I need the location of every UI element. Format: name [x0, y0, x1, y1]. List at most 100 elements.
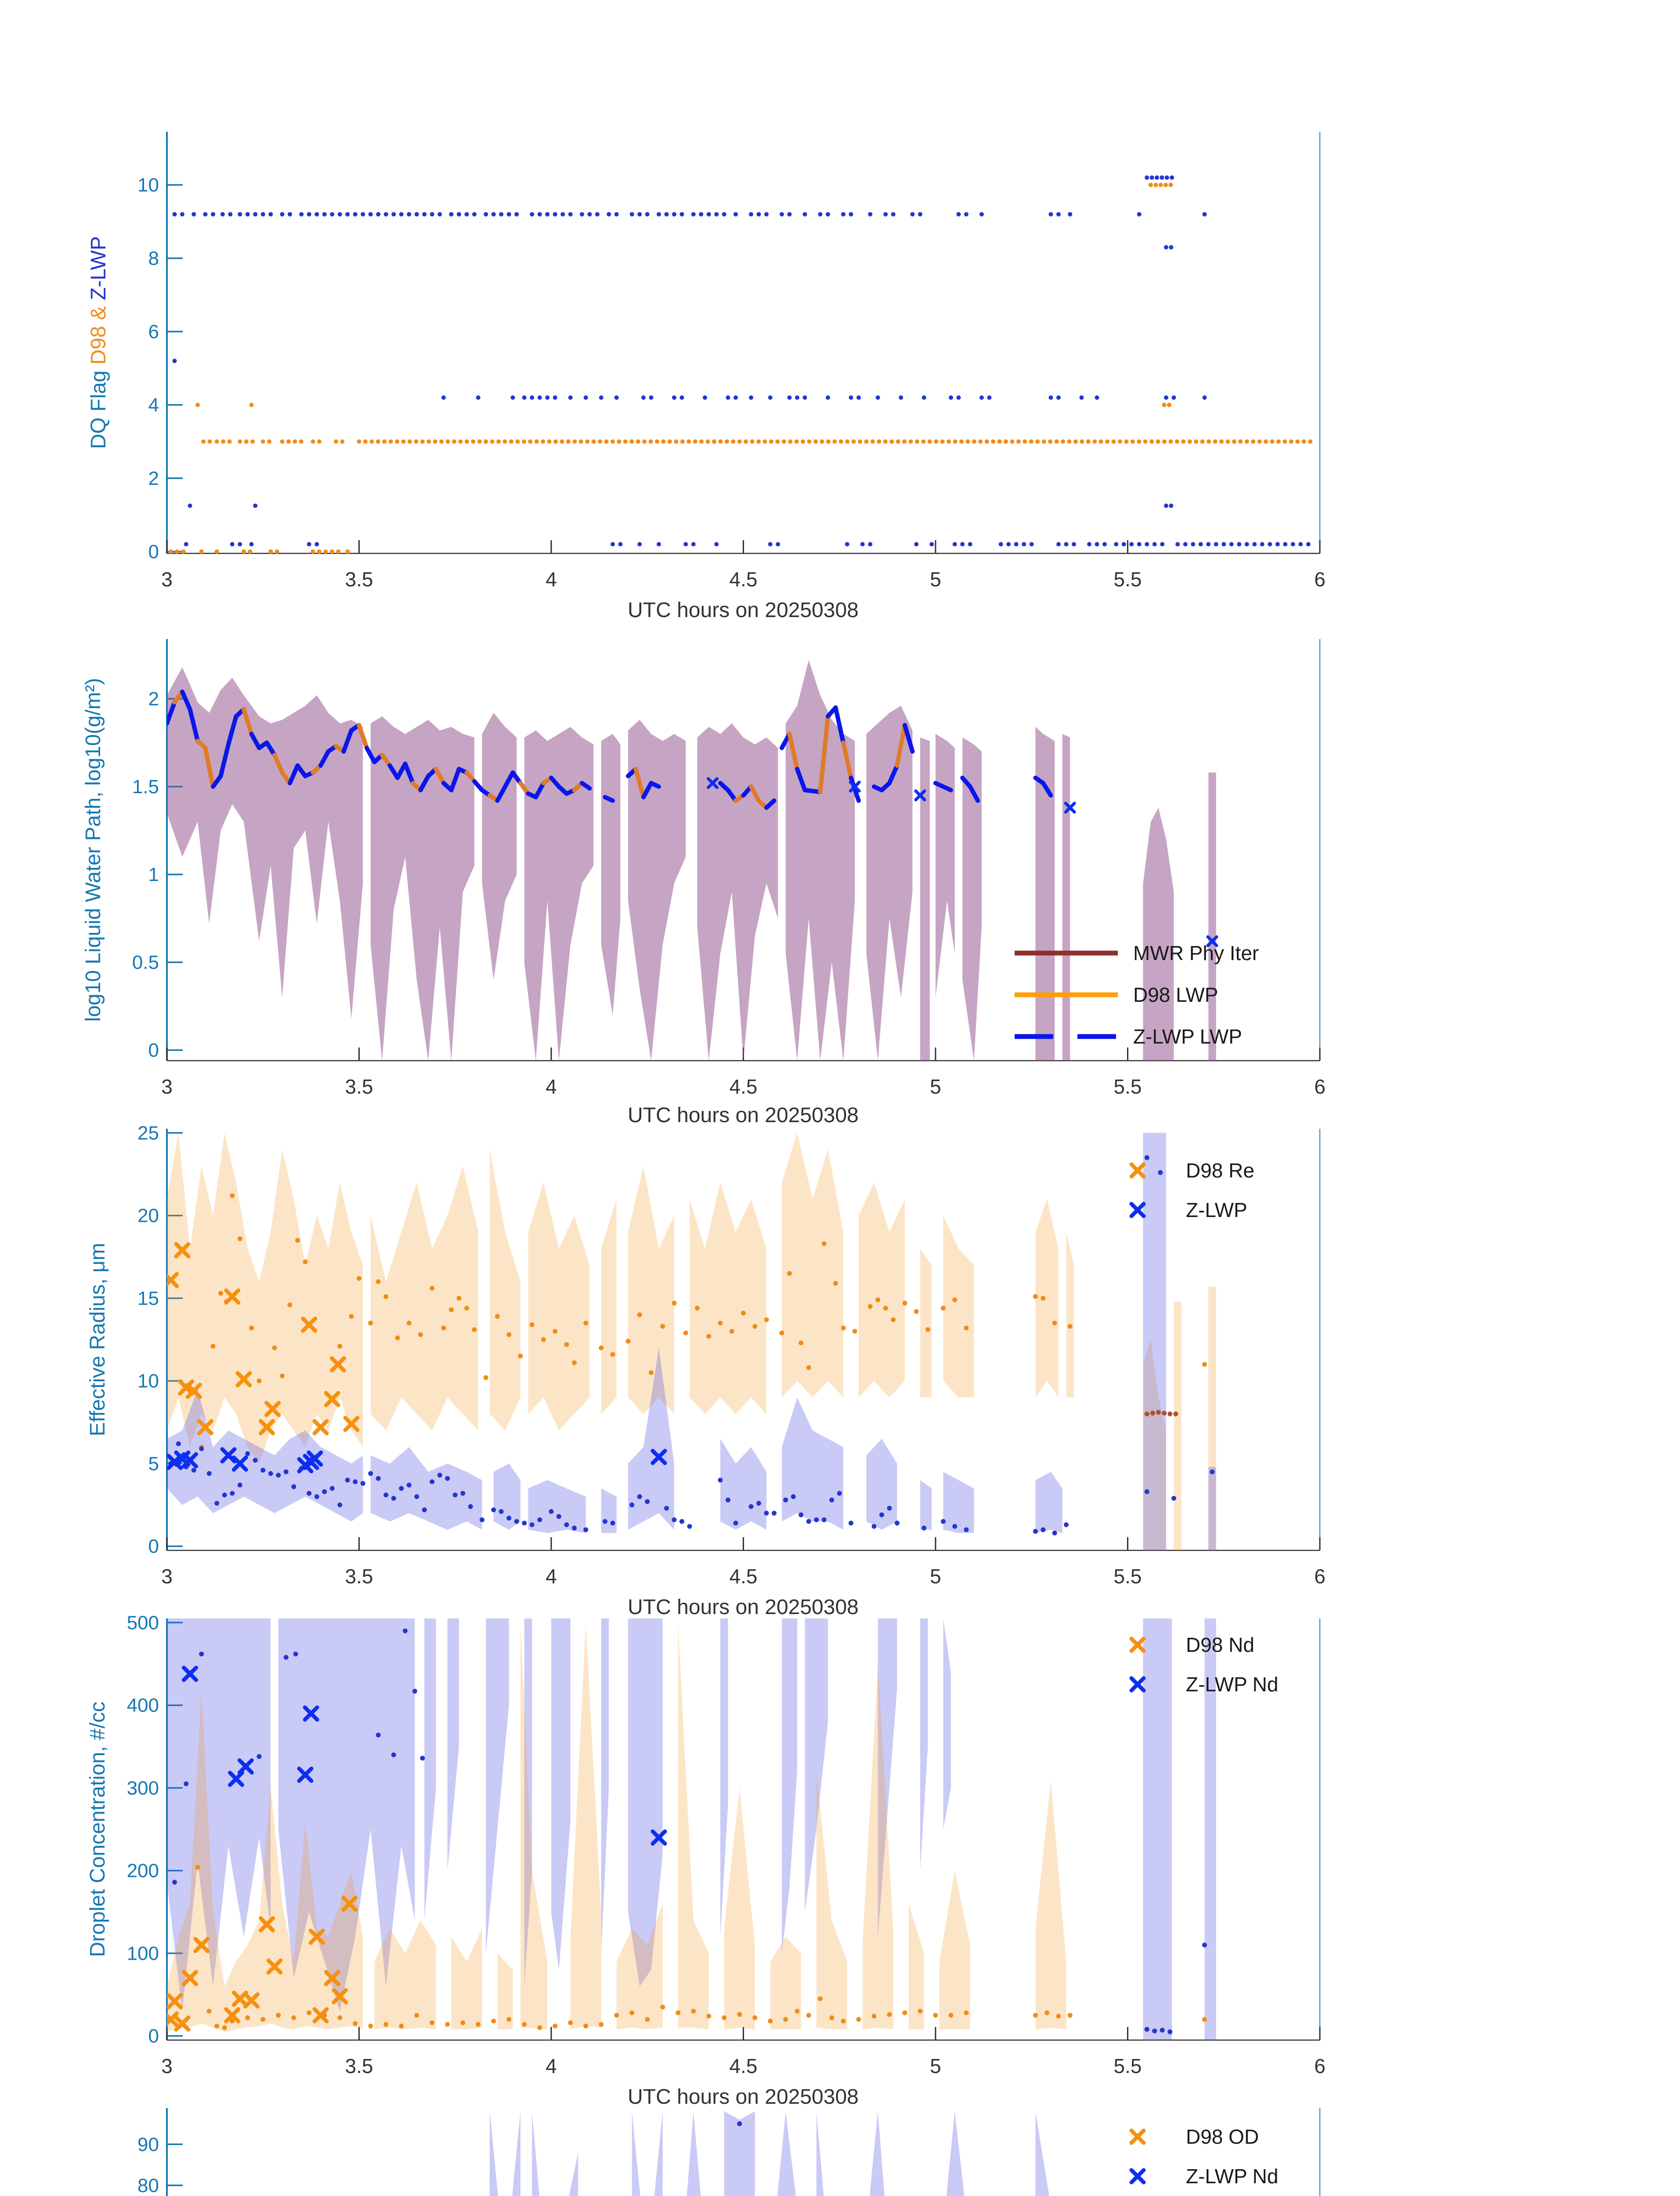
- data-dot: [1064, 1522, 1069, 1528]
- flag-dot: [749, 212, 753, 217]
- data-dot: [1160, 2027, 1165, 2033]
- flag-dot: [211, 212, 215, 217]
- data-dot: [222, 1492, 227, 1498]
- data-dot: [645, 1499, 650, 1504]
- data-dot: [437, 1473, 442, 1478]
- x-marker: [332, 1988, 348, 2005]
- data-dot: [495, 1314, 500, 1319]
- uncertainty-band: [524, 1618, 532, 1987]
- flag-dot: [1289, 439, 1293, 444]
- x-marker: [167, 1993, 183, 2010]
- data-dot: [249, 402, 254, 407]
- flag-dot: [664, 212, 669, 217]
- x-marker: [1129, 1202, 1146, 1218]
- flag-dot: [667, 439, 672, 444]
- lwp-line: [357, 723, 369, 750]
- uncertainty-band: [943, 1472, 974, 1533]
- flag-dot: [268, 212, 273, 217]
- flag-dot: [899, 395, 903, 400]
- y-tick-label: 100: [127, 1943, 159, 1964]
- flag-dot: [1079, 395, 1084, 400]
- flag-dot: [877, 439, 882, 444]
- data-dot: [818, 1996, 823, 2001]
- flag-dot: [376, 439, 380, 444]
- flag-dot: [509, 439, 513, 444]
- flag-dot: [1162, 439, 1167, 444]
- flag-dot: [426, 439, 431, 444]
- flag-dot: [618, 542, 623, 547]
- lwp-line: [180, 690, 192, 712]
- flag-dot: [203, 212, 208, 217]
- uncertainty-band: [1143, 1618, 1172, 2040]
- x-marker: [185, 1383, 202, 1399]
- flag-dot: [787, 212, 792, 217]
- uncertainty-band: [628, 1347, 674, 1530]
- flag-dot: [382, 439, 387, 444]
- uncertainty-band: [482, 713, 517, 980]
- uncertainty-band: [720, 1618, 728, 1937]
- flag-dot: [275, 549, 279, 554]
- data-dot: [941, 1305, 946, 1311]
- flag-dot: [858, 439, 863, 444]
- x-tick-label: 5: [930, 2055, 941, 2077]
- flag-dot: [248, 549, 253, 554]
- flag-dot: [908, 439, 913, 444]
- flag-dot: [1073, 439, 1078, 444]
- flag-dot: [744, 439, 748, 444]
- x-marker: [231, 1455, 248, 1472]
- flag-dot: [629, 212, 634, 217]
- flag-dot: [1153, 183, 1158, 188]
- flag-dot: [184, 542, 188, 547]
- lwp-line: [802, 788, 823, 794]
- x-marker: [167, 2011, 179, 2028]
- flag-dot: [679, 212, 684, 217]
- x-marker: [243, 1992, 260, 2009]
- legend-label: Z-LWP LWP: [1133, 1025, 1242, 1048]
- flag-dot: [515, 439, 520, 444]
- flag-dot: [441, 395, 446, 400]
- data-dot: [706, 1333, 712, 1339]
- flag-dot: [314, 542, 319, 547]
- flag-dot: [1137, 212, 1142, 217]
- flag-dot: [1056, 542, 1061, 547]
- flag-dot: [245, 212, 250, 217]
- uncertainty-band: [601, 1488, 617, 1533]
- effective-radius-plot-area: 0 5 10 15 20 25 3 3.5 4 4.5 5 5.5 6 D98 Re Z-LWP: [137, 1122, 1326, 1588]
- flag-dot: [1048, 212, 1053, 217]
- flag-dot: [1162, 402, 1167, 407]
- data-dot: [214, 2023, 220, 2029]
- uncertainty-band: [370, 716, 474, 1061]
- data-dot: [295, 1238, 300, 1243]
- data-dot: [541, 1337, 546, 1342]
- x-marker: [324, 1970, 340, 1987]
- lwp-line: [764, 798, 777, 810]
- flag-dot: [979, 395, 984, 400]
- x-marker: [303, 1705, 319, 1722]
- flag-dot: [299, 212, 304, 217]
- flag-dot: [1124, 439, 1129, 444]
- uncertainty-band: [490, 1149, 520, 1431]
- data-dot: [337, 1344, 343, 1349]
- flag-dot: [1268, 542, 1272, 547]
- flag-dot: [679, 395, 684, 400]
- flag-dot: [1164, 503, 1168, 508]
- data-dot: [237, 1482, 242, 1488]
- flag-dot: [764, 212, 769, 217]
- data-dot: [553, 1329, 558, 1334]
- lwp-line: [534, 781, 546, 799]
- flag-dot: [422, 212, 427, 217]
- uncertainty-band: [374, 1920, 436, 2030]
- flag-dot: [868, 542, 873, 547]
- data-dot: [483, 1375, 488, 1380]
- uncertainty-band: [939, 1871, 970, 2030]
- chart-droplet-concentration: 0 100 200 300 400 500 3 3.5 4 4.5 5 5.5 6 D98 Nd Z-LWP…: [86, 1612, 1326, 2109]
- flag-dot: [1048, 439, 1053, 444]
- data-dot: [1041, 1296, 1046, 1301]
- x-tick-label: 3.5: [345, 568, 373, 591]
- flag-dot: [921, 395, 926, 400]
- data-dot: [245, 1451, 250, 1456]
- data-dot: [729, 1329, 734, 1334]
- data-dot: [287, 1302, 293, 1307]
- flag-dot: [623, 439, 628, 444]
